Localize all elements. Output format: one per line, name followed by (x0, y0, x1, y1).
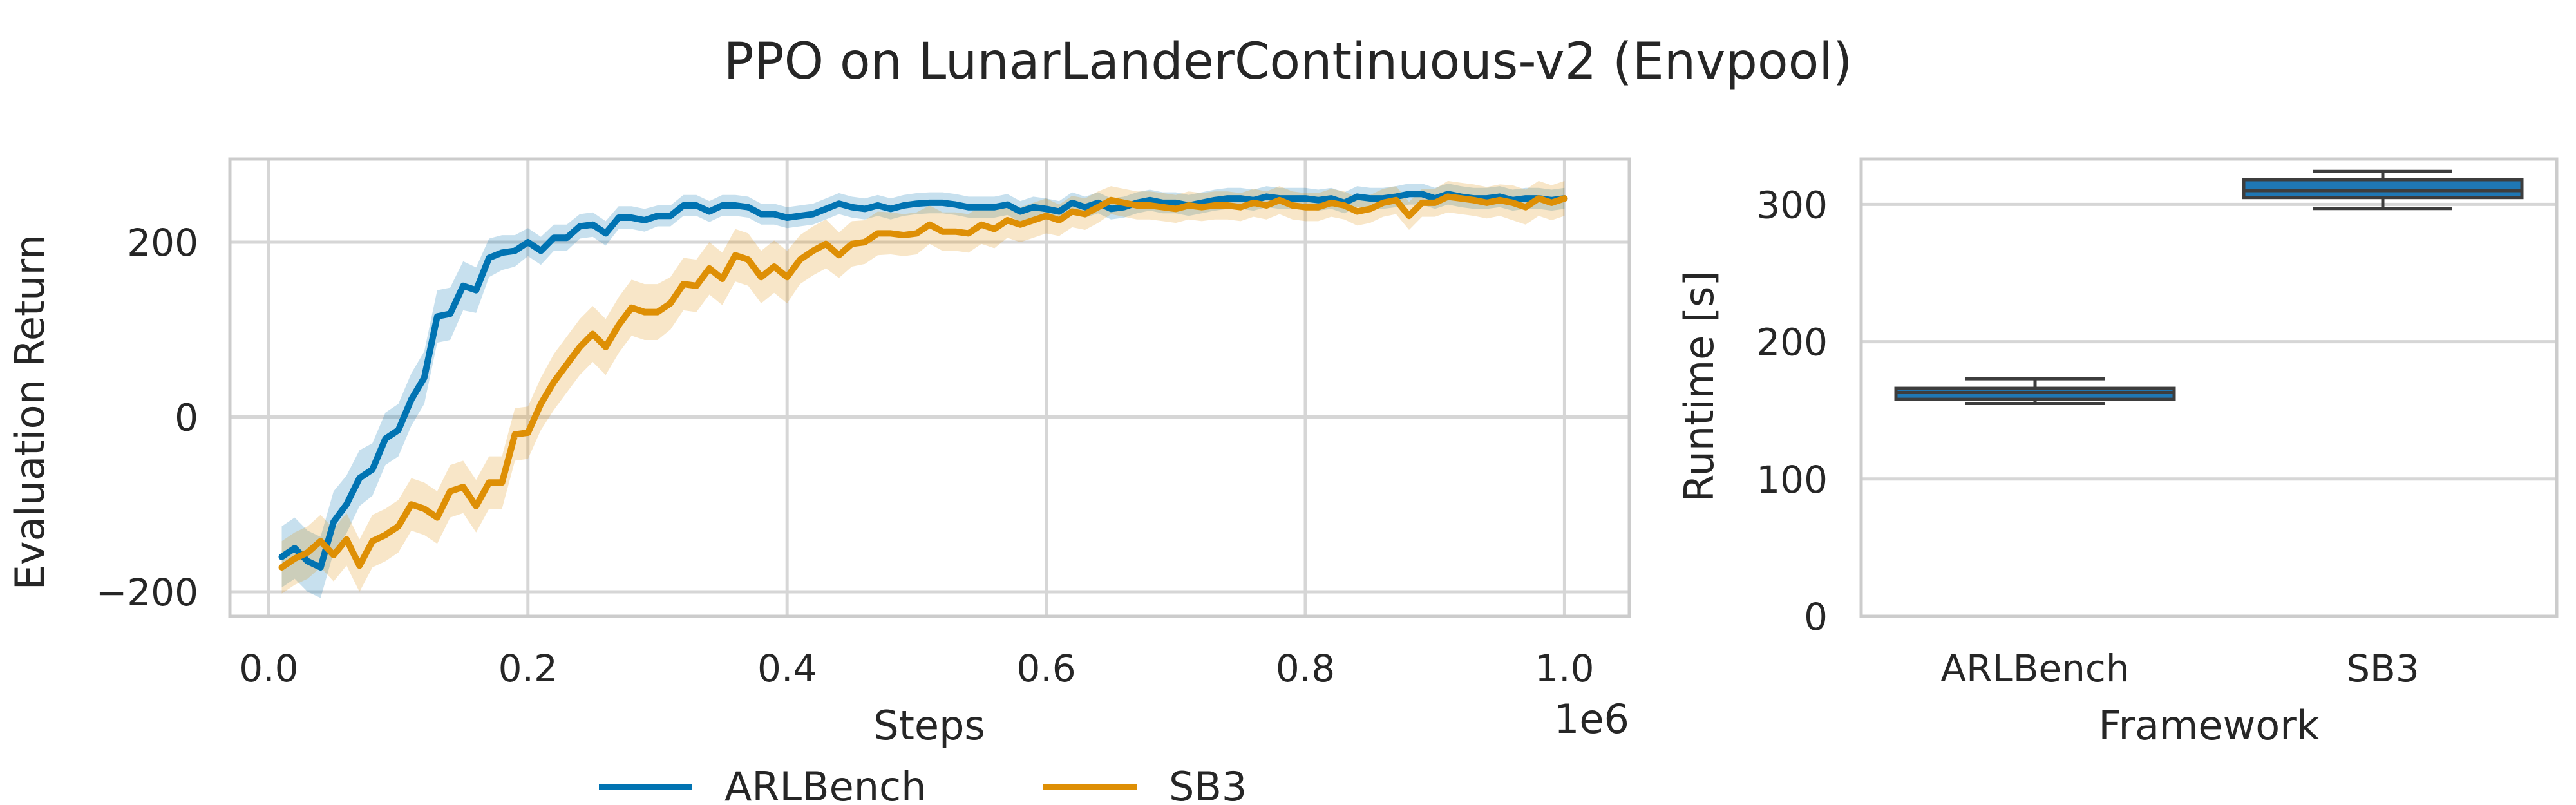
line-x-offset-label: 1e6 (1554, 696, 1629, 743)
line-x-tick-label-0: 0.0 (239, 647, 298, 690)
box-x-tick-label-0: ARLBench (1940, 647, 2129, 690)
line-x-tick-label-3: 0.6 (1016, 647, 1075, 690)
box-body-sb3 (2242, 178, 2524, 200)
box-y-tick-label-1: 100 (1756, 458, 1828, 502)
legend-label-arlbench: ARLBench (724, 763, 926, 805)
series-band-sb3 (281, 180, 1565, 594)
line-y-axis-label: Evaluation Return (6, 234, 53, 591)
line-x-tick-label-1: 0.2 (498, 647, 558, 690)
line-x-tick-label-5: 1.0 (1535, 647, 1594, 690)
line-x-tick-label-4: 0.8 (1276, 647, 1335, 690)
line-x-ticks: 0.0 0.2 0.4 0.6 0.8 1.0 (239, 647, 1594, 690)
line-y-tick-label-0: −200 (96, 571, 198, 614)
line-y-ticks: −200 0 200 (96, 221, 198, 614)
line-y-tick-label-1: 0 (175, 395, 198, 439)
box-chart: ARLBench SB3 0 100 200 300 Framework Runtime… (1676, 157, 2559, 749)
line-bands (281, 180, 1565, 598)
box-y-tick-label-0: 0 (1804, 595, 1828, 639)
line-grid (230, 159, 1629, 616)
line-y-tick-label-2: 200 (127, 221, 198, 265)
box-y-tick-label-2: 200 (1756, 321, 1828, 365)
box-axes-frame (1859, 157, 2559, 618)
legend: ARLBench SB3 (599, 763, 1247, 805)
series-line-sb3 (278, 193, 1568, 571)
box-marks (1894, 169, 2524, 406)
line-chart: 0.0 0.2 0.4 0.6 0.8 1.0 −200 0 200 Steps 1e6 Ev… (6, 157, 1631, 749)
series-line-arlbench (278, 191, 1568, 571)
line-series (278, 191, 1568, 571)
figure-title: PPO on LunarLanderContinuous-v2 (Envpool… (724, 33, 1853, 91)
line-x-axis-label: Steps (873, 702, 985, 749)
box-x-ticks: ARLBench SB3 (1940, 647, 2419, 690)
line-x-tick-label-2: 0.4 (757, 647, 817, 690)
box-x-tick-label-1: SB3 (2346, 647, 2420, 690)
box-x-axis-label: Framework (2098, 702, 2319, 749)
box-y-ticks: 0 100 200 300 (1756, 183, 1828, 639)
box-y-tick-label-3: 300 (1756, 183, 1828, 227)
box-grid (1861, 202, 2557, 618)
box-y-axis-label: Runtime [s] (1676, 270, 1723, 502)
line-axes-frame (228, 157, 1631, 618)
legend-label-sb3: SB3 (1169, 763, 1247, 805)
